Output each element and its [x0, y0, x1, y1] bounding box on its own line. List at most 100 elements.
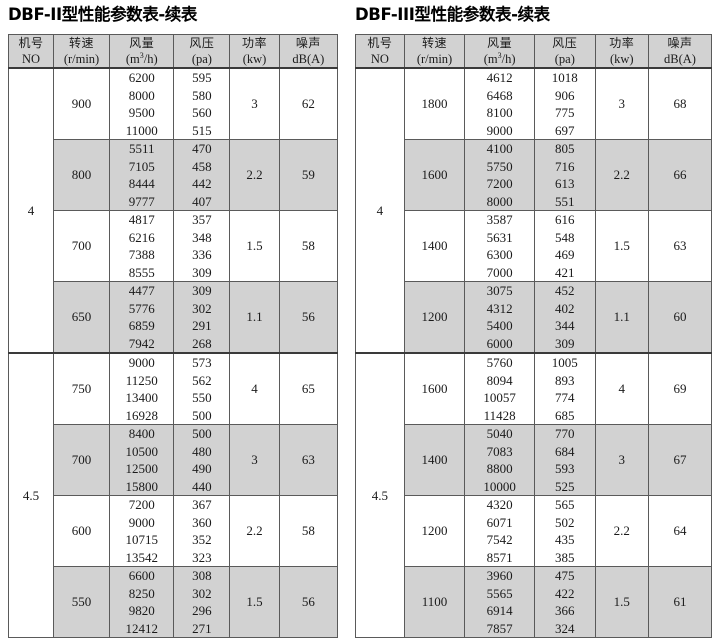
cell-power: 4: [229, 352, 280, 425]
value: 470: [192, 141, 212, 156]
value: 4477: [128, 283, 155, 298]
column-header-unit: (m3/h): [483, 50, 516, 66]
value: 560: [192, 105, 212, 120]
cell-noise: 63: [278, 424, 339, 496]
cell-power: 3: [229, 67, 280, 140]
value: 6859: [128, 318, 155, 333]
cell-speed: 700: [53, 424, 110, 496]
table-body: 4 1800 4612 6468 8100 9000 1018 906 775 697 3 68 160…: [355, 67, 713, 638]
table-row: 1600 4100 5750 7200 8000 805 716 613 551 2.2 66: [356, 139, 713, 211]
column-header-cn: 机号: [18, 36, 44, 50]
cell-speed: 1400: [403, 210, 466, 282]
value: 7083: [486, 443, 513, 459]
column-header-cn: 风压: [189, 36, 215, 50]
table-row: 550 6600 8250 9820 12412 308 302 296 271 1.5 56: [9, 566, 339, 638]
table-header: 机号 NO 转速 (r/min) 风量 (m3/h) 风压 (pa) 功率 (kw) 噪声 dB(A): [7, 34, 339, 69]
column-header-unit: (r/min): [416, 52, 453, 66]
table-row: 1400 3587 5631 6300 7000 616 548 469 421 1.5 63: [356, 210, 713, 282]
column-header-unit: dB(A): [664, 52, 696, 66]
cell-air-flow: 5760 8094 10057 11428: [464, 352, 536, 425]
value: 9820: [128, 603, 155, 618]
value: 7857: [486, 620, 513, 636]
cell-speed: 700: [53, 210, 110, 282]
cell-air-pressure: 500 480 490 440: [173, 424, 231, 496]
value: 8555: [128, 264, 155, 280]
column-header-unit: (kw): [609, 52, 634, 66]
value: 4100: [486, 141, 513, 156]
column-header-2: 风量 (m3/h): [108, 34, 175, 69]
value: 291: [192, 318, 212, 333]
value: 11428: [483, 407, 516, 423]
column-header-cn: 风压: [552, 36, 578, 50]
value: 3075: [486, 283, 513, 298]
value: 271: [192, 620, 212, 636]
column-header-cn: 转速: [422, 36, 448, 50]
cell-power: 2.2: [594, 139, 649, 211]
cell-power: 2.2: [229, 495, 280, 567]
value: 10057: [483, 390, 516, 405]
value: 7200: [128, 497, 155, 512]
spec-sheet-page: DBF-II型性能参数表-续表 机号 NO 转速 (r/min) 风量 (m3/h) 风压(…: [7, 5, 713, 638]
value: 716: [555, 158, 575, 174]
value: 6468: [486, 87, 513, 103]
cell-speed: 1200: [403, 281, 466, 354]
value: 500: [192, 426, 212, 441]
value: 348: [192, 229, 212, 245]
value: 308: [192, 568, 212, 583]
cell-noise: 64: [647, 495, 713, 567]
cell-speed: 1800: [403, 67, 466, 140]
cell-air-flow: 3960 5565 6914 7857: [464, 566, 536, 638]
column-header-5: 噪声 dB(A): [278, 34, 339, 69]
value: 7542: [486, 532, 513, 547]
value: 6914: [486, 603, 513, 618]
cell-noise: 58: [278, 210, 339, 282]
value: 573: [192, 355, 212, 370]
value: 893: [555, 372, 575, 388]
value: 13542: [125, 549, 158, 565]
cell-air-pressure: 573 562 550 500: [173, 352, 231, 425]
cell-air-pressure: 452 402 344 309: [534, 281, 596, 354]
table-row: 1200 3075 4312 5400 6000 452 402 344 309 1.1 60: [356, 281, 713, 354]
value: 11250: [125, 372, 158, 388]
value: 8250: [128, 585, 155, 601]
value: 16928: [125, 407, 158, 423]
value: 421: [555, 264, 575, 280]
cell-air-pressure: 1018 906 775 697: [534, 67, 596, 140]
value: 15800: [125, 478, 158, 494]
value: 435: [555, 532, 575, 547]
cell-air-pressure: 1005 893 774 685: [534, 352, 596, 425]
value: 302: [192, 300, 212, 316]
value: 7942: [128, 335, 155, 351]
column-header-cn: 转速: [69, 36, 95, 50]
value: 309: [192, 283, 212, 298]
cell-model-number: 4: [355, 67, 405, 354]
value: 385: [555, 549, 575, 565]
cell-power: 1.1: [594, 281, 649, 354]
value: 4612: [486, 70, 513, 85]
value: 4312: [486, 300, 513, 316]
cell-air-pressure: 616 548 469 421: [534, 210, 596, 282]
table-row: 650 4477 5776 6859 7942 309 302 291 268 1.1 56: [9, 281, 339, 354]
cell-air-flow: 3075 4312 5400 6000: [464, 281, 536, 354]
value: 302: [192, 585, 212, 601]
table-row: 4 900 6200 8000 9500 11000 595 580 560 515 3 62: [7, 67, 339, 354]
cell-air-flow: 3587 5631 6300 7000: [464, 210, 536, 282]
value: 5750: [486, 158, 513, 174]
cell-air-pressure: 308 302 296 271: [173, 566, 231, 638]
value: 5760: [486, 355, 513, 370]
value: 5511: [128, 141, 155, 156]
value: 3587: [486, 212, 513, 227]
value: 440: [192, 478, 212, 494]
column-header-4: 功率 (kw): [594, 34, 649, 69]
column-header-cn: 功率: [609, 36, 635, 50]
value: 9000: [128, 514, 155, 530]
value: 593: [555, 461, 575, 476]
value: 9500: [128, 105, 155, 120]
cell-air-pressure: 470 458 442 407: [173, 139, 231, 211]
column-header-cn: 噪声: [295, 36, 321, 50]
table-row: 4.5 750 9000 11250 13400 16928 573 562 550 500 4 65: [7, 352, 339, 638]
cell-air-flow: 5040 7083 8800 10000: [464, 424, 536, 496]
value: 502: [555, 514, 575, 530]
cell-model-number: 4.5: [355, 352, 405, 638]
column-header-cn: 风量: [487, 36, 513, 50]
